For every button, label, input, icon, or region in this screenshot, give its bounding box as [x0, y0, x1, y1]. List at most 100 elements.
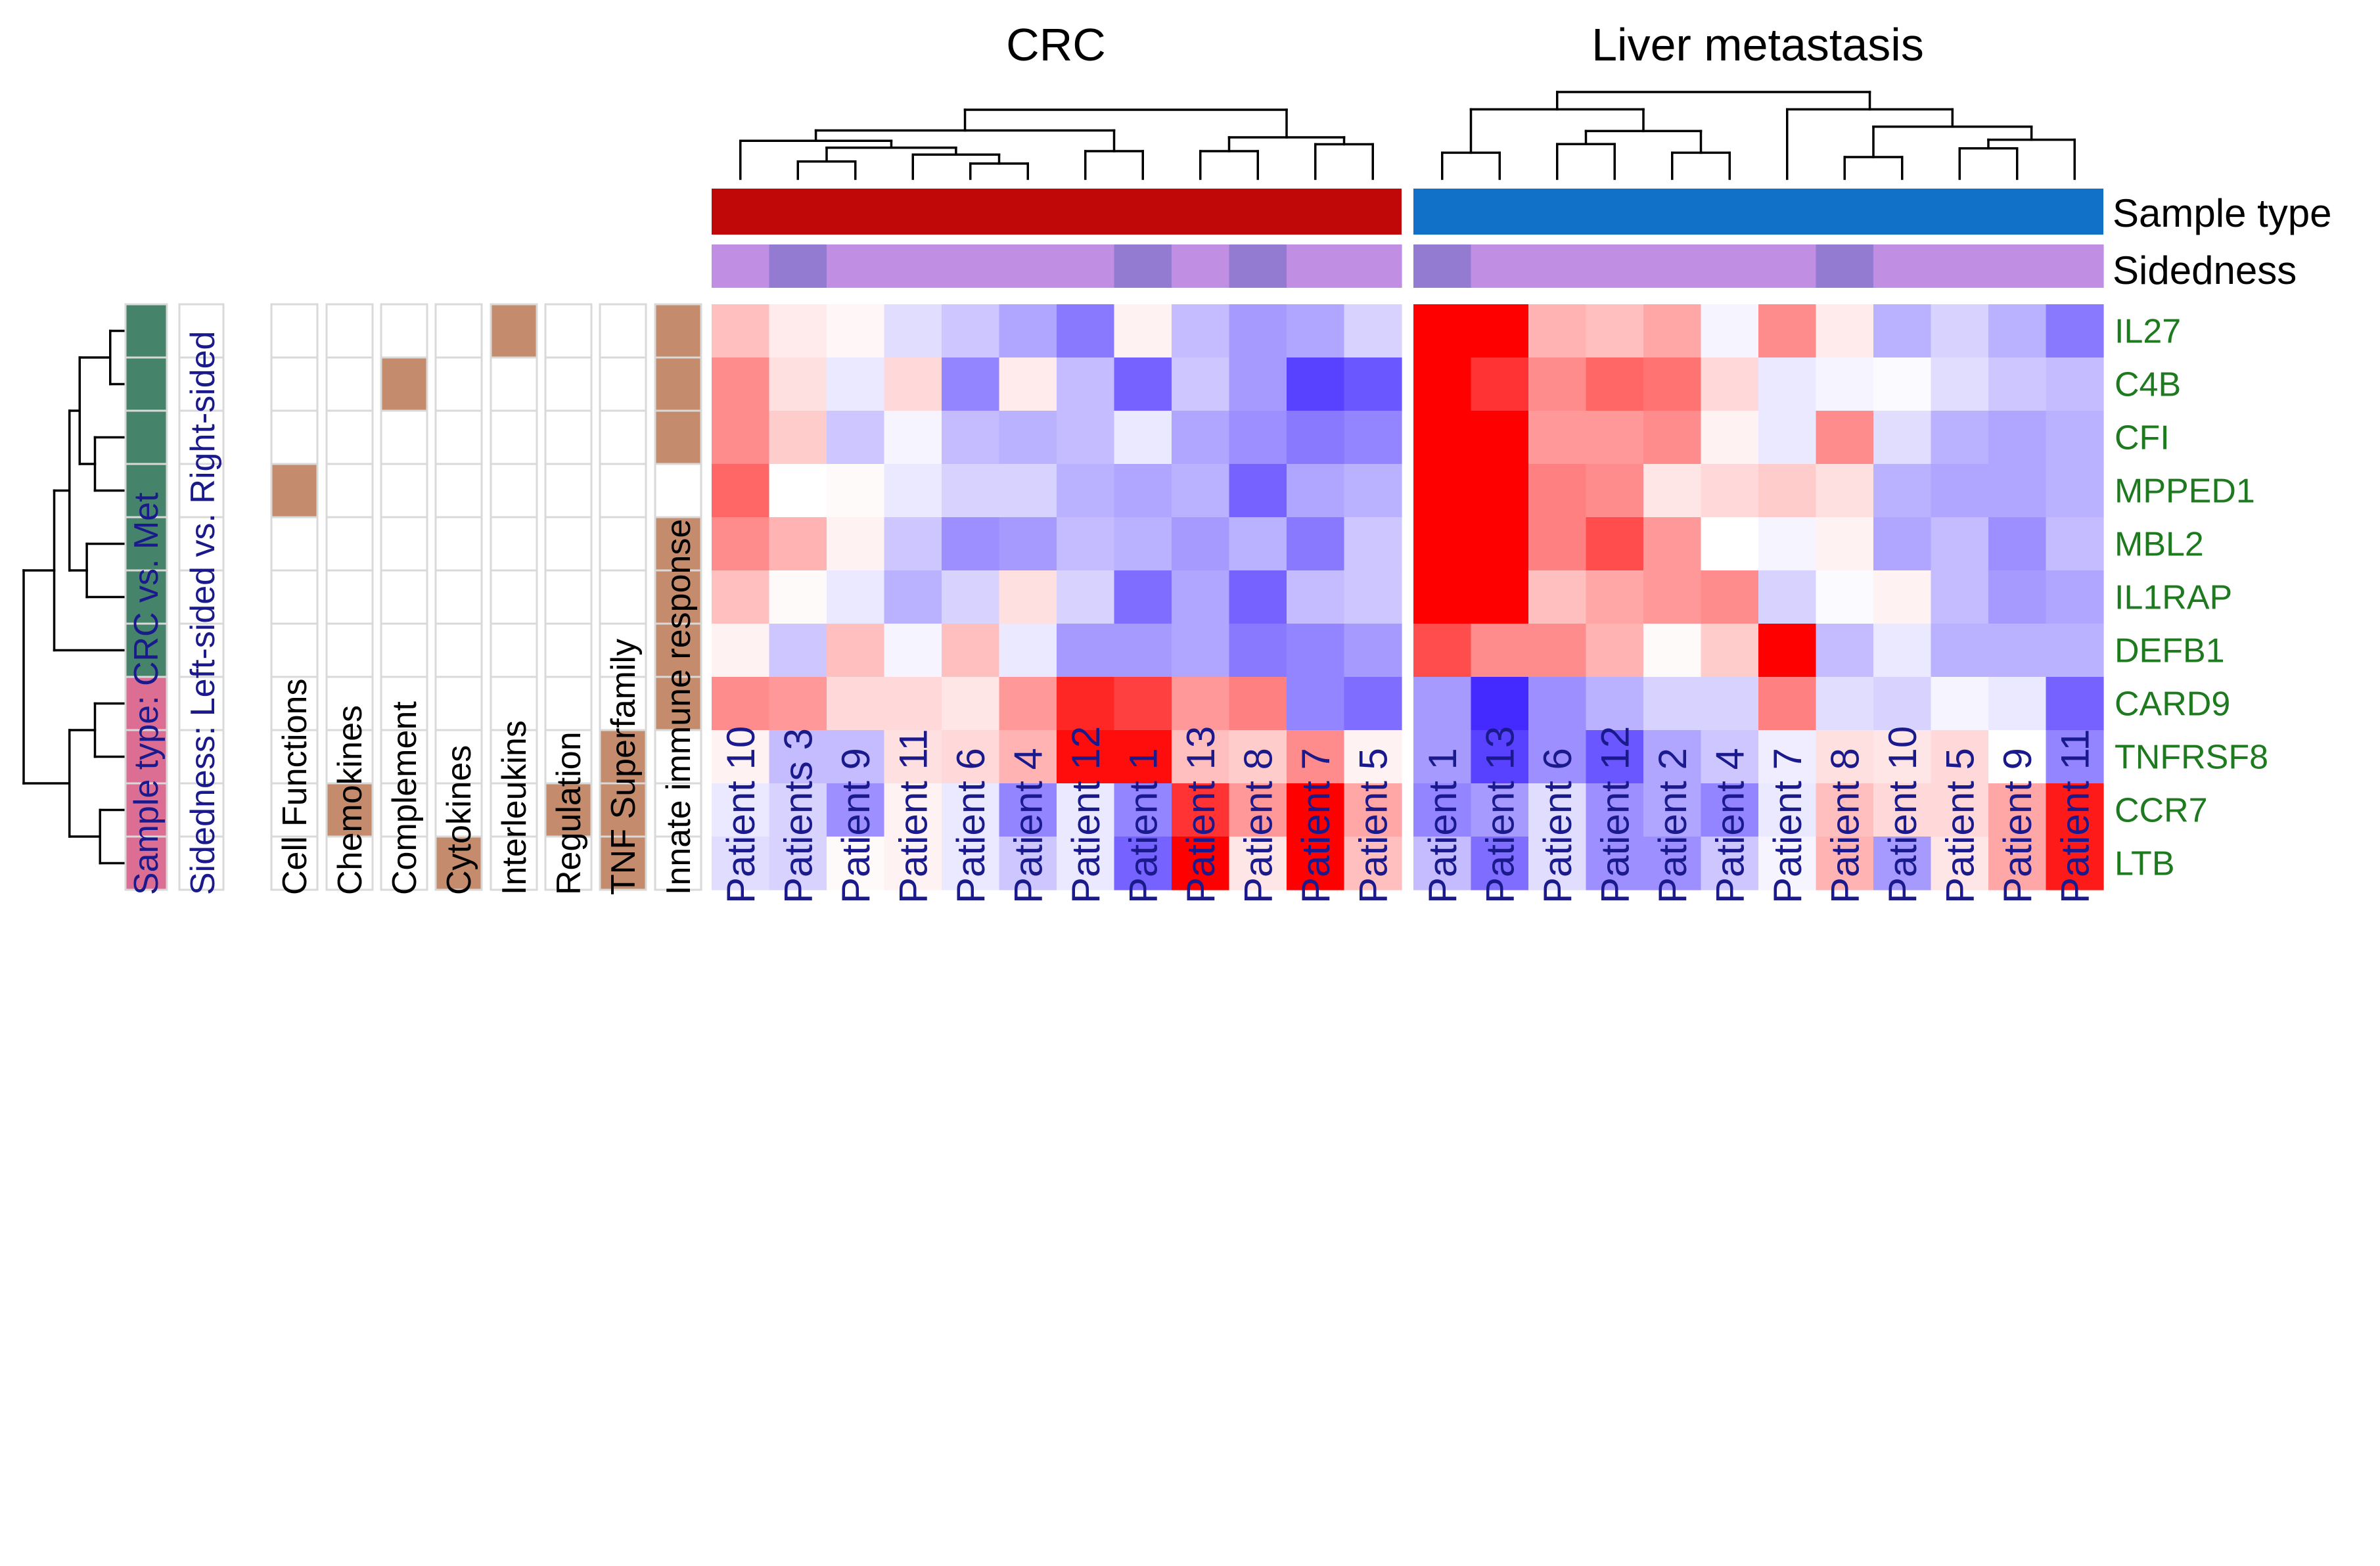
category-cell-1-4 — [490, 356, 538, 412]
heat-cell-met-1-8 — [1873, 357, 1932, 411]
row-sidedness-cell-9 — [178, 782, 225, 838]
category-cell-2-5 — [544, 409, 593, 465]
category-cell-10-4 — [490, 835, 538, 891]
row-sample-type-cell-9 — [124, 782, 168, 838]
title-crc: CRC — [1006, 19, 1106, 70]
heat-cell-met-8-2 — [1528, 730, 1587, 784]
heat-cell-met-3-3 — [1586, 464, 1644, 518]
heat-cell-met-7-7 — [1816, 677, 1874, 731]
heat-cell-met-9-4 — [1643, 783, 1702, 837]
gene-label-ltb: LTB — [2115, 845, 2175, 883]
heat-cell-crc-7-11 — [1344, 677, 1402, 731]
heat-cell-met-3-0 — [1413, 464, 1472, 518]
heat-cell-met-7-2 — [1528, 677, 1587, 731]
sidedness-cell-1-2 — [1528, 244, 1587, 288]
sidedness-cell-0-8 — [1172, 244, 1230, 288]
heat-cell-crc-1-5 — [999, 357, 1057, 411]
heat-cell-crc-6-10 — [1287, 624, 1345, 678]
category-cell-3-2 — [380, 463, 428, 518]
category-cell-0-7 — [654, 303, 702, 359]
category-labels: Cell Functions Chemokines Complement Cytoki… — [276, 519, 698, 895]
heat-cell-crc-9-7 — [1114, 783, 1172, 837]
category-cell-6-0 — [270, 622, 319, 678]
heat-cell-crc-7-5 — [999, 677, 1057, 731]
heat-cell-met-6-5 — [1701, 624, 1759, 678]
heat-cell-met-0-4 — [1643, 304, 1702, 358]
heat-cell-crc-6-0 — [712, 624, 770, 678]
category-cell-9-1 — [325, 782, 374, 838]
category-cell-3-4 — [490, 463, 538, 518]
sidedness-cell-1-3 — [1586, 244, 1644, 288]
row-annotation-label-sample-type: Sample type: CRC vs. Met — [127, 492, 166, 895]
sample-label-1-8: Patient 10 — [1881, 726, 1925, 904]
heat-cell-crc-10-7 — [1114, 837, 1172, 890]
heat-cell-crc-1-3 — [884, 357, 942, 411]
heat-cell-crc-3-1 — [769, 464, 827, 518]
heat-cell-crc-5-9 — [1229, 570, 1287, 624]
heat-cell-met-4-9 — [1931, 517, 1989, 571]
category-cell-9-0 — [270, 782, 319, 838]
sample-label-1-1: Patient 13 — [1478, 726, 1522, 904]
heat-cell-met-7-6 — [1758, 677, 1817, 731]
sample-label-1-0: Patient 1 — [1421, 748, 1465, 904]
heat-cell-met-1-10 — [1988, 357, 2047, 411]
heat-cell-met-6-1 — [1471, 624, 1529, 678]
category-cell-0-2 — [380, 303, 428, 359]
heat-cell-met-1-2 — [1528, 357, 1587, 411]
heat-cell-met-3-8 — [1873, 464, 1932, 518]
sidedness-cell-0-10 — [1287, 244, 1345, 288]
heat-cell-crc-4-11 — [1344, 517, 1402, 571]
heat-cell-met-1-5 — [1701, 357, 1759, 411]
category-cell-1-6 — [599, 356, 647, 412]
row-annotation-labels: Sample type: CRC vs. Met Sidedness: Left-… — [127, 331, 222, 895]
category-cell-10-6 — [599, 835, 647, 891]
category-label-7: Innate immune response — [660, 519, 698, 895]
heat-cell-crc-10-3 — [884, 837, 942, 890]
sidedness-cell-1-11 — [2046, 244, 2104, 288]
category-cell-10-0 — [270, 835, 319, 891]
heat-cell-crc-7-10 — [1287, 677, 1345, 731]
heat-cell-met-7-11 — [2046, 677, 2104, 731]
heat-cell-crc-3-0 — [712, 464, 770, 518]
heat-cell-met-2-4 — [1643, 411, 1702, 465]
category-label-4: Interleukins — [495, 720, 534, 895]
sidedness-cell-0-2 — [827, 244, 885, 288]
category-cell-8-0 — [270, 729, 319, 785]
heat-cell-met-7-4 — [1643, 677, 1702, 731]
heat-cell-crc-7-9 — [1229, 677, 1287, 731]
heat-cell-crc-7-6 — [1057, 677, 1115, 731]
heat-cell-crc-0-8 — [1172, 304, 1230, 358]
heat-cell-met-5-9 — [1931, 570, 1989, 624]
sidedness-cell-1-8 — [1873, 244, 1932, 288]
category-cell-9-3 — [434, 782, 483, 838]
heat-cell-met-4-2 — [1528, 517, 1587, 571]
heat-cell-met-6-8 — [1873, 624, 1932, 678]
heat-cell-crc-0-3 — [884, 304, 942, 358]
category-cell-5-3 — [434, 569, 483, 625]
heat-cell-crc-6-11 — [1344, 624, 1402, 678]
sidedness-cell-0-9 — [1229, 244, 1287, 288]
heat-cell-crc-8-7 — [1114, 730, 1172, 784]
heat-cell-met-0-8 — [1873, 304, 1932, 358]
category-cell-4-5 — [544, 516, 593, 572]
heat-cell-met-10-1 — [1471, 837, 1529, 890]
sidedness-cell-1-4 — [1643, 244, 1702, 288]
gene-label-cfi: CFI — [2115, 419, 2170, 457]
sidedness-cell-0-1 — [769, 244, 827, 288]
heat-cell-crc-8-11 — [1344, 730, 1402, 784]
heat-cell-crc-9-4 — [942, 783, 1000, 837]
sidedness-cell-1-1 — [1471, 244, 1529, 288]
category-cell-6-6 — [599, 622, 647, 678]
heat-cell-met-6-10 — [1988, 624, 2047, 678]
heat-cell-met-3-4 — [1643, 464, 1702, 518]
heat-cell-met-6-3 — [1586, 624, 1644, 678]
category-cell-6-5 — [544, 622, 593, 678]
heat-cell-met-7-9 — [1931, 677, 1989, 731]
gene-label-ccr7: CCR7 — [2115, 792, 2208, 830]
heat-cell-crc-3-6 — [1057, 464, 1115, 518]
category-cell-7-4 — [490, 676, 538, 731]
heat-cell-crc-5-8 — [1172, 570, 1230, 624]
category-cell-8-4 — [490, 729, 538, 785]
heat-cell-met-4-5 — [1701, 517, 1759, 571]
heat-cell-crc-8-9 — [1229, 730, 1287, 784]
